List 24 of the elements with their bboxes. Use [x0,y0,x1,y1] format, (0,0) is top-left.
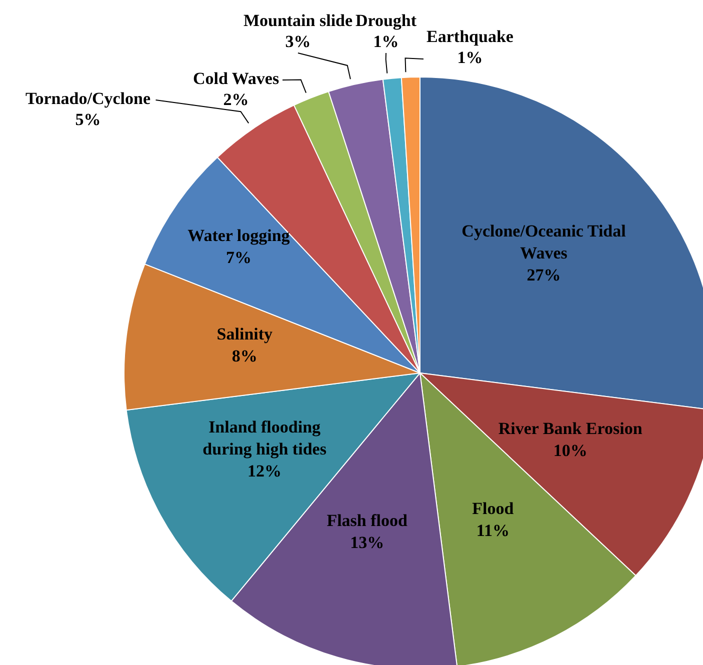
slice-label: Water logging [188,226,290,246]
data-label: 2% [223,90,249,109]
data-label: 8% [232,346,258,366]
data-label: 12% [248,462,282,481]
slice-label: Flash flood [326,510,408,530]
data-label: 13% [350,532,384,552]
slice-label: Drought [355,10,417,30]
slice-label: Cold Waves [192,68,280,88]
slice-label: Mountain slide [243,10,354,30]
data-label: 1% [373,32,399,51]
slice-label: Earthquake [426,26,514,46]
data-label: 10% [553,441,588,460]
data-label: 7% [226,248,252,268]
data-label: 5% [75,110,101,129]
slice-label: Salinity [216,324,274,344]
slice-label: River Bank Erosion [498,419,643,438]
data-label: 27% [526,265,561,284]
slice-label: Inland flooding during high tides [202,418,327,459]
data-label: 1% [457,48,483,67]
slice-label: Flood [472,498,514,518]
data-label: 3% [285,32,311,51]
slice-label: Cyclone/Oceanic Tidal Waves [462,221,626,262]
slice-label: Tornado/Cyclone [25,88,151,108]
data-label: 11% [476,520,510,540]
